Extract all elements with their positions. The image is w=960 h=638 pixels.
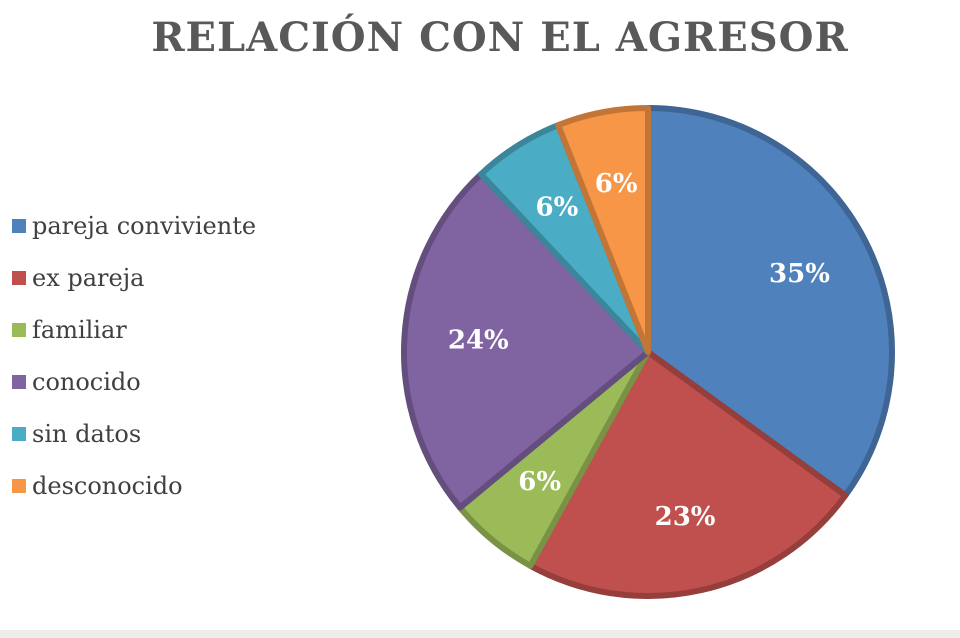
legend-swatch (12, 375, 26, 389)
legend-label: ex pareja (32, 264, 145, 292)
data-label-ex-pareja: 23% (655, 502, 716, 532)
data-label-familiar: 6% (518, 467, 561, 497)
pie-slice-conocido (401, 171, 651, 511)
chart-title: RELACIÓN CON EL AGRESOR (151, 14, 849, 61)
data-label-desconocido: 6% (595, 169, 638, 199)
legend-swatch (12, 219, 26, 233)
legend-item-desconocido: desconocido (12, 460, 256, 512)
legend-swatch (12, 323, 26, 337)
legend-item-pareja-conviviente: pareja conviviente (12, 200, 256, 252)
legend-swatch (12, 479, 26, 493)
legend-label: sin datos (32, 420, 142, 448)
legend-label: conocido (32, 368, 141, 396)
legend-item-conocido: conocido (12, 356, 256, 408)
legend-label: familiar (32, 316, 127, 344)
legend-item-sin-datos: sin datos (12, 408, 256, 460)
legend-item-ex-pareja: ex pareja (12, 252, 256, 304)
data-label-pareja-conviviente: 35% (769, 259, 830, 289)
legend-item-familiar: familiar (12, 304, 256, 356)
data-label-sin-datos: 6% (536, 192, 579, 222)
pie-slice-pareja-conviviente (645, 105, 895, 499)
legend-label: desconocido (32, 472, 183, 500)
pie-slice-desconocido (555, 105, 651, 355)
pie-slice-ex-pareja (527, 349, 849, 599)
bottom-border (0, 630, 960, 638)
legend: pareja conviviente ex pareja familiar co… (12, 200, 256, 512)
data-label-conocido: 24% (448, 325, 509, 355)
legend-swatch (12, 427, 26, 441)
legend-label: pareja conviviente (32, 212, 257, 240)
legend-swatch (12, 271, 26, 285)
